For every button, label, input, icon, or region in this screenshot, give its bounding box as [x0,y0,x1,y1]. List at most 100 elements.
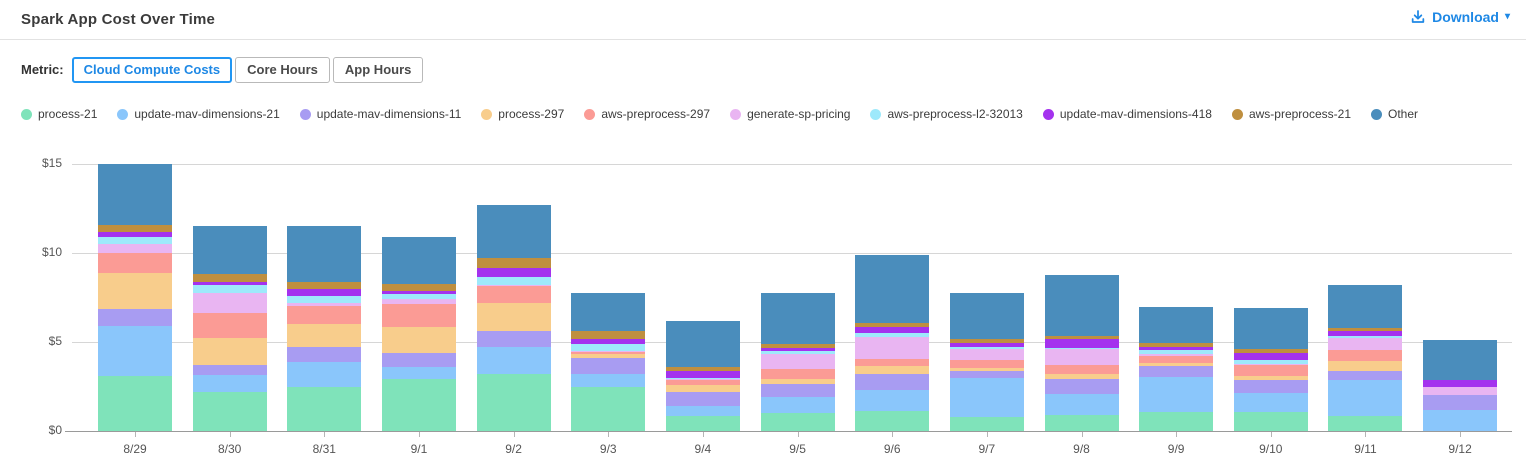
bar-segment[interactable] [760,397,835,414]
bar-segment[interactable] [1328,331,1403,336]
bar-segment[interactable] [98,237,172,245]
metric-option-core-hours[interactable]: Core Hours [235,57,330,83]
bar-segment[interactable] [287,324,362,348]
bar-segment[interactable] [665,379,740,381]
bar-segment[interactable] [381,284,456,292]
bar-9-5[interactable] [760,293,835,431]
bar-segment[interactable] [1328,350,1403,361]
bar-segment[interactable] [855,411,930,431]
bar-segment[interactable] [98,309,172,326]
bar-9-11[interactable] [1328,285,1403,431]
bar-9-12[interactable] [1423,340,1498,431]
bar-segment[interactable] [1044,335,1119,340]
bar-segment[interactable] [665,367,740,372]
bar-segment[interactable] [287,386,362,431]
bar-segment[interactable] [476,268,551,278]
bar-segment[interactable] [760,383,835,398]
bar-9-1[interactable] [381,237,456,431]
bar-segment[interactable] [665,380,740,385]
bar-segment[interactable] [192,281,267,286]
bar-segment[interactable] [192,338,267,366]
bar-segment[interactable] [98,244,172,254]
bar-segment[interactable] [1044,378,1119,394]
legend-item[interactable]: update-mav-dimensions-11 [299,107,461,121]
bar-9-8[interactable] [1044,275,1119,431]
bar-segment[interactable] [287,361,362,387]
bar-segment[interactable] [381,237,456,285]
bar-segment[interactable] [287,288,362,296]
bar-segment[interactable] [1423,394,1498,410]
bar-segment[interactable] [1328,380,1403,416]
bar-segment[interactable] [476,258,551,269]
legend-item[interactable]: aws-preprocess-l2-32013 [870,107,1023,121]
bar-segment[interactable] [476,285,551,303]
bar-segment[interactable] [665,415,740,431]
bar-segment[interactable] [1139,353,1214,357]
bar-segment[interactable] [192,274,267,282]
bar-segment[interactable] [1233,349,1308,353]
bar-segment[interactable] [192,285,267,294]
legend-item[interactable]: generate-sp-pricing [730,107,850,121]
bar-segment[interactable] [949,342,1024,347]
bar-segment[interactable] [192,391,267,431]
bar-9-6[interactable] [855,254,930,431]
bar-segment[interactable] [571,351,646,355]
bar-segment[interactable] [287,306,362,325]
bar-segment[interactable] [98,272,172,310]
bar-segment[interactable] [1139,346,1214,351]
bar-9-2[interactable] [476,205,551,431]
bar-segment[interactable] [665,377,740,380]
bar-segment[interactable] [381,303,456,327]
bar-segment[interactable] [571,293,646,331]
bar-segment[interactable] [1233,365,1308,376]
bar-9-3[interactable] [571,293,646,431]
legend-item[interactable]: update-mav-dimensions-21 [117,107,280,121]
bar-segment[interactable] [287,226,362,282]
bar-segment[interactable] [98,164,172,226]
bar-segment[interactable] [476,374,551,431]
bar-segment[interactable] [665,384,740,392]
bar-segment[interactable] [476,331,551,348]
bar-segment[interactable] [1328,327,1403,332]
bar-segment[interactable] [1328,360,1403,371]
bar-segment[interactable] [571,350,646,352]
bar-segment[interactable] [192,226,267,275]
bar-segment[interactable] [98,326,172,376]
bar-8-30[interactable] [192,226,267,431]
bar-segment[interactable] [98,253,172,273]
bar-segment[interactable] [1044,365,1119,375]
bar-segment[interactable] [287,295,362,303]
bar-segment[interactable] [760,350,835,354]
bar-segment[interactable] [1044,414,1119,431]
bar-segment[interactable] [1328,335,1403,339]
bar-segment[interactable] [1423,380,1498,388]
bar-segment[interactable] [98,225,172,232]
bar-segment[interactable] [1423,340,1498,381]
bar-segment[interactable] [1044,348,1119,350]
bar-segment[interactable] [1044,374,1119,379]
bar-segment[interactable] [949,338,1024,343]
bar-segment[interactable] [571,386,646,431]
bar-segment[interactable] [571,374,646,387]
legend-item[interactable]: process-21 [21,107,97,121]
bar-segment[interactable] [381,299,456,304]
bar-segment[interactable] [855,366,930,375]
bar-segment[interactable] [760,343,835,349]
bar-segment[interactable] [760,413,835,431]
bar-segment[interactable] [1044,275,1119,336]
bar-segment[interactable] [665,406,740,416]
bar-segment[interactable] [855,333,930,337]
bar-segment[interactable] [760,368,835,379]
bar-segment[interactable] [98,375,172,431]
bar-segment[interactable] [855,326,930,334]
bar-8-29[interactable] [98,164,172,431]
bar-segment[interactable] [1328,285,1403,328]
bar-segment[interactable] [949,377,1024,417]
bar-segment[interactable] [949,359,1024,368]
bar-segment[interactable] [949,370,1024,378]
bar-segment[interactable] [1139,306,1214,343]
bar-segment[interactable] [192,374,267,392]
bar-segment[interactable] [192,312,267,339]
bar-segment[interactable] [1233,364,1308,366]
bar-segment[interactable] [949,416,1024,431]
